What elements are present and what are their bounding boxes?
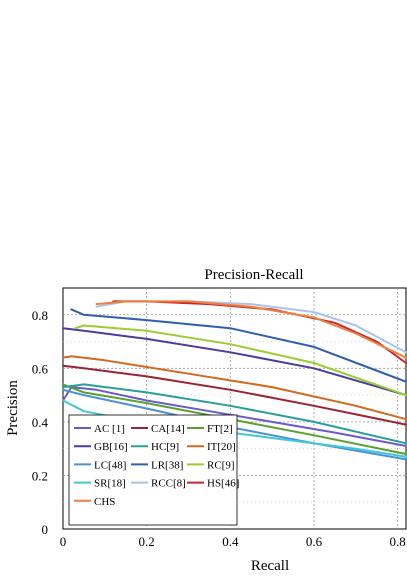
y-tick-label: 0.6 (32, 361, 49, 376)
legend-label: IT[20] (207, 441, 236, 453)
y-tick-label: 0 (42, 522, 49, 537)
y-tick-label: 0.2 (32, 468, 48, 483)
series-line (74, 324, 407, 397)
legend-box (68, 414, 238, 526)
series-line (62, 364, 407, 426)
chart-title: Precision-Recall (204, 267, 303, 283)
x-axis-label: Recall (251, 558, 289, 574)
series-lines (62, 300, 407, 461)
x-tick-label: 0 (60, 534, 67, 549)
legend-label: RCC[8] (151, 478, 186, 490)
legend-label: AC [1] (94, 423, 125, 435)
legend-label: SR[18] (94, 478, 126, 490)
legend-label: HC[9] (151, 441, 179, 453)
legend-label: CA[14] (151, 423, 185, 435)
series-line (62, 383, 407, 445)
series-line (95, 300, 407, 359)
legend-label: CHS (94, 496, 115, 508)
x-tick-label: 0.8 (390, 534, 406, 549)
y-axis-label: Precision (5, 380, 21, 436)
ticks: 0 0.2 0.4 0.6 0.8 0 0.2 0.4 0.6 0.8 (32, 308, 406, 549)
legend-label: GB[16] (94, 441, 128, 453)
x-tick-label: 0.4 (222, 534, 239, 549)
x-tick-label: 0.6 (306, 534, 323, 549)
legend-label: LC[48] (94, 459, 126, 471)
legend-label: FT[2] (207, 423, 233, 435)
legend-label: HS[46] (207, 478, 239, 490)
legend: AC [1] CA[14] FT[2] GB[16] HC[9] IT[20] LC[48]… (68, 414, 239, 526)
series-line (62, 355, 407, 421)
series-line (70, 308, 407, 383)
series-line (62, 386, 407, 447)
legend-label: RC[9] (207, 459, 235, 471)
series-line (62, 383, 407, 455)
x-tick-label: 0.2 (139, 534, 155, 549)
series-line (62, 327, 407, 397)
legend-label: LR[38] (151, 459, 183, 471)
y-tick-label: 0.4 (32, 415, 49, 430)
y-tick-label: 0.8 (32, 308, 48, 323)
